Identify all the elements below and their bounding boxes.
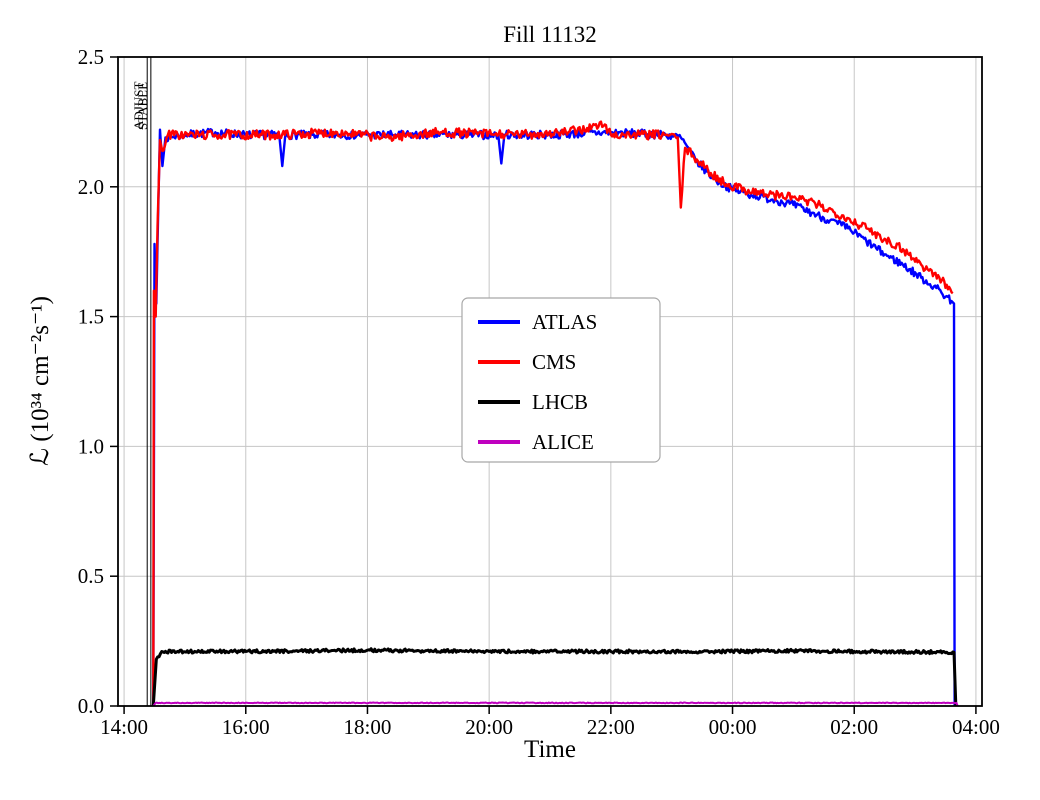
x-tick-label: 04:00 [952, 715, 1000, 739]
x-tick-label: 14:00 [100, 715, 148, 739]
series-line-alice [152, 701, 959, 707]
x-tick-label: 20:00 [465, 715, 513, 739]
legend-label-cms: CMS [532, 350, 576, 374]
series-line-cms [152, 120, 954, 707]
beam-mode-label: ADJUST [131, 82, 146, 130]
legend-label-lhcb: LHCB [532, 390, 588, 414]
x-tick-label: 00:00 [709, 715, 757, 739]
legend: ATLAS CMS LHCB ALICE [461, 297, 661, 463]
legend-box [461, 297, 661, 463]
y-tick-label: 2.5 [78, 45, 104, 69]
y-axis-label: ℒ (10³⁴ cm⁻²s⁻¹) [27, 295, 54, 467]
x-tick-label: 16:00 [222, 715, 270, 739]
y-tick-label: 2.0 [78, 175, 104, 199]
x-tick-label: 22:00 [587, 715, 635, 739]
beam-mode-label: STABLE [135, 82, 150, 130]
series-line-lhcb [151, 647, 958, 707]
chart-title: Fill 11132 [503, 22, 597, 47]
y-tick-label: 0.5 [78, 564, 104, 588]
y-tick-label: 0.0 [78, 694, 104, 718]
x-tick-label: 02:00 [830, 715, 878, 739]
y-tick-label: 1.0 [78, 434, 104, 458]
legend-label-atlas: ATLAS [532, 310, 597, 334]
y-tick-label: 1.5 [78, 305, 104, 329]
x-axis-label: Time [524, 736, 576, 763]
legend-label-alice: ALICE [532, 430, 594, 454]
axes-frame [117, 56, 983, 707]
x-tick-label: 18:00 [344, 715, 392, 739]
